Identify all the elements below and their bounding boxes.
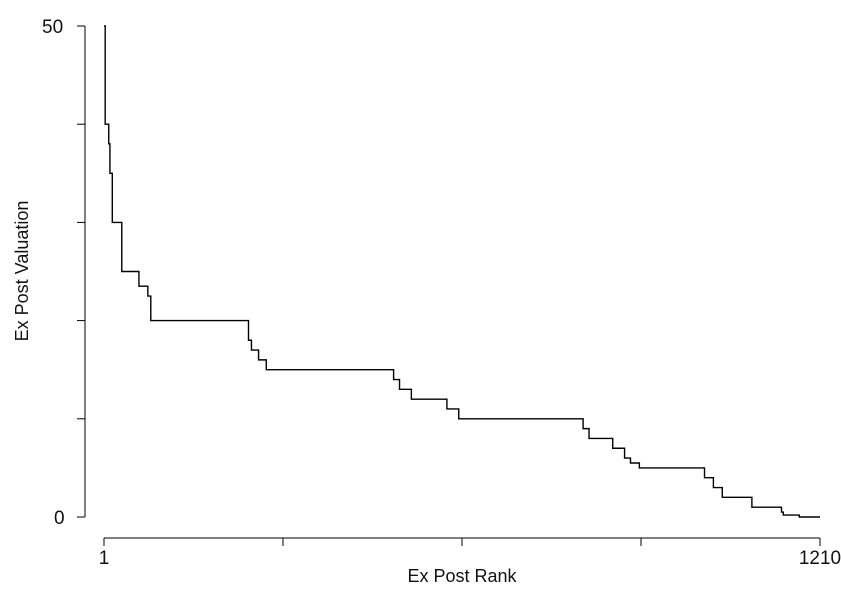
x-tick-label-left: 1 <box>99 548 110 569</box>
x-axis: 1 1210 Ex Post Rank <box>99 537 841 586</box>
valuation-step-line <box>104 25 820 518</box>
x-axis-label: Ex Post Rank <box>407 566 517 586</box>
y-axis: 50 0 Ex Post Valuation <box>12 17 86 529</box>
y-tick-label-bottom: 0 <box>54 508 65 529</box>
y-axis-label: Ex Post Valuation <box>12 201 32 342</box>
y-tick-label-top: 50 <box>42 17 63 38</box>
x-tick-label-right: 1210 <box>799 548 841 569</box>
